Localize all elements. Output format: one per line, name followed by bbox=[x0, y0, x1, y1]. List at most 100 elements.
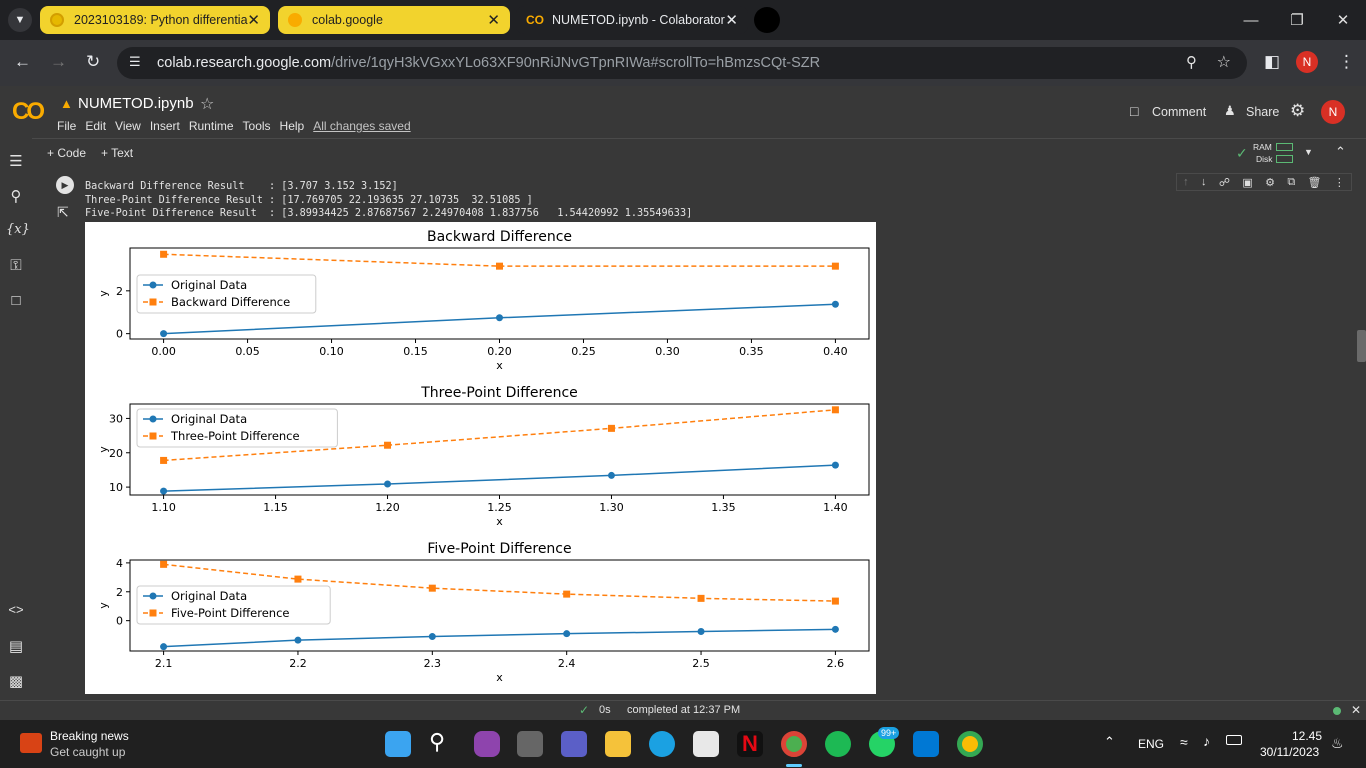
menu-view[interactable]: View bbox=[115, 119, 141, 133]
scrollbar-thumb[interactable] bbox=[1357, 330, 1366, 362]
close-window-button[interactable]: ✕ bbox=[1320, 0, 1366, 40]
zoom-icon[interactable]: ⚲ bbox=[1186, 53, 1197, 71]
file-explorer-icon[interactable] bbox=[605, 731, 631, 757]
menu-runtime[interactable]: Runtime bbox=[189, 119, 234, 133]
address-bar[interactable]: ☰ colab.research.google.com/drive/1qyH3k… bbox=[117, 47, 1247, 79]
resources-dropdown-icon[interactable]: ▼ bbox=[1304, 147, 1313, 157]
command-palette-icon[interactable]: ▤ bbox=[6, 637, 26, 657]
comment-button[interactable]: Comment bbox=[1152, 105, 1206, 119]
netflix-icon[interactable]: N bbox=[737, 731, 763, 757]
add-text-button[interactable]: + Text bbox=[101, 146, 133, 160]
close-icon[interactable]: ✕ bbox=[247, 11, 260, 29]
search-icon[interactable]: ⚲ bbox=[429, 729, 445, 755]
terminal-icon[interactable]: ▩ bbox=[6, 672, 26, 692]
ms-store-icon[interactable] bbox=[693, 731, 719, 757]
menu-help[interactable]: Help bbox=[280, 119, 305, 133]
ram-label: RAM bbox=[1253, 142, 1272, 152]
settings-gear-icon[interactable]: ⚙ bbox=[1290, 101, 1305, 121]
mirror-cell-icon[interactable]: ⧉ bbox=[1287, 176, 1295, 189]
cell-settings-icon[interactable]: ⚙ bbox=[1265, 176, 1275, 189]
menu-tools[interactable]: Tools bbox=[243, 119, 271, 133]
news-subtitle[interactable]: Get caught up bbox=[50, 745, 125, 759]
minimize-button[interactable]: — bbox=[1228, 0, 1274, 40]
edge-browser-icon[interactable] bbox=[649, 731, 675, 757]
share-icon[interactable]: ♟ bbox=[1224, 103, 1236, 119]
close-icon[interactable]: ✕ bbox=[487, 11, 500, 29]
y-tick-label: 0 bbox=[116, 615, 123, 628]
search-icon[interactable]: ⚲ bbox=[6, 187, 26, 207]
copilot-icon[interactable] bbox=[474, 731, 500, 757]
data-point-circle bbox=[160, 643, 167, 650]
side-panel-icon[interactable]: ◧ bbox=[1264, 52, 1280, 72]
clock-date[interactable]: 30/11/2023 bbox=[1260, 745, 1319, 759]
vscode-icon[interactable] bbox=[913, 731, 939, 757]
notification-bell-icon[interactable]: ♨ bbox=[1331, 735, 1344, 752]
tray-chevron-icon[interactable]: ⌃ bbox=[1104, 734, 1115, 750]
chrome-icon[interactable] bbox=[781, 731, 807, 757]
secrets-key-icon[interactable]: ⚿ bbox=[6, 257, 26, 277]
y-axis-label: y bbox=[97, 446, 110, 453]
meet-video-icon[interactable] bbox=[561, 731, 587, 757]
close-status-icon[interactable]: ✕ bbox=[1351, 703, 1361, 717]
data-point-square bbox=[429, 585, 436, 592]
add-code-button[interactable]: + Code bbox=[47, 146, 86, 160]
run-cell-button[interactable]: ▶ bbox=[56, 176, 74, 194]
disk-meter[interactable] bbox=[1276, 155, 1293, 163]
language-indicator[interactable]: ENG bbox=[1138, 737, 1164, 751]
task-view-icon[interactable] bbox=[517, 731, 543, 757]
cell-text-output: Backward Difference Result : [3.707 3.15… bbox=[85, 180, 692, 221]
bookmark-star-icon[interactable]: ☆ bbox=[1217, 52, 1231, 72]
colab-avatar[interactable]: N bbox=[1321, 100, 1345, 124]
share-button[interactable]: Share bbox=[1246, 105, 1279, 119]
star-icon[interactable]: ☆ bbox=[200, 94, 214, 114]
code-snippets-icon[interactable]: <> bbox=[6, 602, 26, 622]
site-info-icon[interactable]: ☰ bbox=[129, 54, 141, 70]
new-tab-button[interactable] bbox=[754, 7, 780, 33]
menu-insert[interactable]: Insert bbox=[150, 119, 180, 133]
clock-time[interactable]: 12.45 bbox=[1292, 729, 1322, 743]
more-vert-icon[interactable]: ⋮ bbox=[1338, 52, 1355, 72]
move-up-icon[interactable]: ↑ bbox=[1183, 176, 1189, 188]
colab-favicon-icon bbox=[288, 13, 302, 27]
cell-more-icon[interactable]: ⋮ bbox=[1334, 176, 1345, 189]
spotify-icon[interactable] bbox=[825, 731, 851, 757]
forward-arrow-icon[interactable]: → bbox=[50, 52, 67, 72]
wifi-icon[interactable]: ≈ bbox=[1180, 734, 1188, 750]
legend-marker-square bbox=[150, 610, 157, 617]
collapse-header-icon[interactable]: ⌃ bbox=[1335, 144, 1346, 160]
restore-button[interactable]: ❐ bbox=[1274, 0, 1320, 40]
news-title[interactable]: Breaking news bbox=[50, 729, 129, 743]
comment-icon[interactable]: □ bbox=[1130, 103, 1138, 119]
close-icon[interactable]: ✕ bbox=[725, 11, 738, 29]
save-status[interactable]: All changes saved bbox=[313, 119, 410, 133]
battery-icon[interactable] bbox=[1226, 735, 1242, 745]
comment-cell-icon[interactable]: ▣ bbox=[1242, 176, 1252, 189]
back-arrow-icon[interactable]: ← bbox=[14, 52, 31, 72]
data-point-square bbox=[832, 406, 839, 413]
browser-tab-1[interactable]: 2023103189: Python differentia ✕ bbox=[40, 6, 270, 34]
menu-file[interactable]: File bbox=[57, 119, 76, 133]
link-icon[interactable]: ☍ bbox=[1219, 176, 1230, 189]
volume-icon[interactable]: ♪ bbox=[1203, 733, 1210, 749]
chrome-profile-icon[interactable] bbox=[957, 731, 983, 757]
profile-avatar[interactable]: N bbox=[1296, 51, 1318, 73]
menu-edit[interactable]: Edit bbox=[85, 119, 106, 133]
news-widget-icon[interactable] bbox=[20, 733, 42, 753]
output-action-icon[interactable]: ⇱ bbox=[57, 204, 69, 221]
colab-logo[interactable]: CO bbox=[12, 98, 42, 126]
table-of-contents-icon[interactable]: ☰ bbox=[6, 152, 26, 172]
files-folder-icon[interactable]: □ bbox=[6, 292, 26, 312]
tab-search-button[interactable]: ▼ bbox=[8, 8, 32, 32]
colab-favicon-icon: CO bbox=[526, 13, 544, 27]
browser-tab-2[interactable]: colab.google ✕ bbox=[278, 6, 510, 34]
delete-cell-icon[interactable]: 🗑 bbox=[1308, 176, 1322, 189]
legend-label: Original Data bbox=[171, 278, 247, 292]
reload-icon[interactable]: ↻ bbox=[86, 52, 100, 72]
browser-tab-3-active[interactable]: CO NUMETOD.ipynb - Colaborator ✕ bbox=[516, 6, 748, 34]
variables-icon[interactable]: {x} bbox=[6, 222, 26, 242]
notebook-title[interactable]: NUMETOD.ipynb bbox=[78, 95, 194, 112]
ram-meter[interactable] bbox=[1276, 143, 1293, 151]
move-down-icon[interactable]: ↓ bbox=[1201, 176, 1207, 188]
status-completed: completed at 12:37 PM bbox=[627, 704, 740, 716]
start-windows-icon[interactable] bbox=[385, 731, 411, 757]
